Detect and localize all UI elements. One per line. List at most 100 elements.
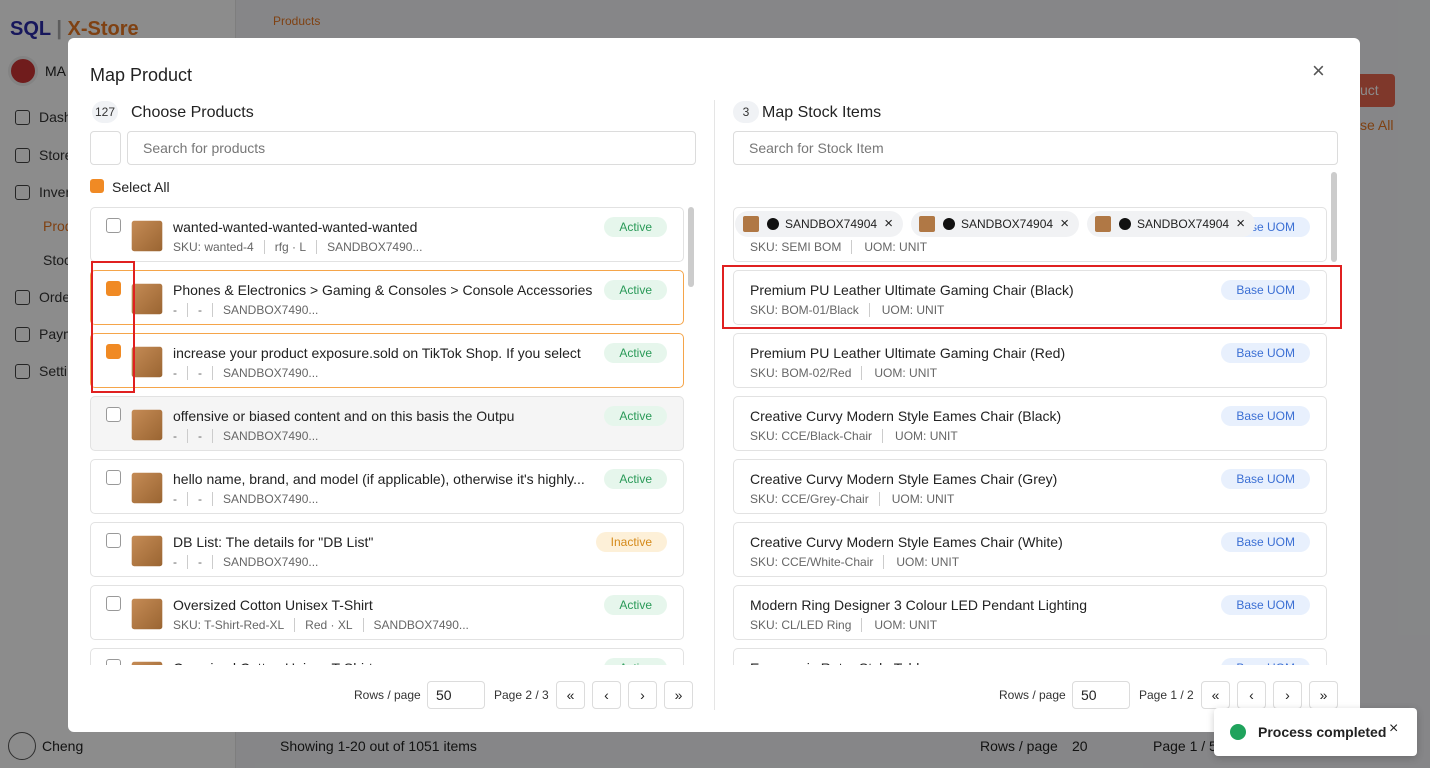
product-row[interactable]: Phones & Electronics > Gaming & Consoles… <box>90 270 684 325</box>
link[interactable]: se All <box>1360 117 1394 133</box>
checkbox[interactable] <box>106 659 121 665</box>
page-button[interactable]: › <box>1273 681 1302 709</box>
nav-item[interactable]: Prod <box>43 218 73 234</box>
toast: Process completed × <box>1214 708 1417 756</box>
checkbox[interactable] <box>106 218 121 233</box>
checkbox[interactable] <box>106 407 121 422</box>
nav-item[interactable]: Paym <box>39 326 75 342</box>
meta-sku: SKU: BOM-01/Black <box>750 303 859 317</box>
rows-select[interactable]: 50 <box>427 681 485 709</box>
product-name: hello name, brand, and model (if applica… <box>173 471 585 487</box>
page-button[interactable]: ‹ <box>592 681 621 709</box>
left-heading: Choose Products <box>131 104 254 121</box>
select-all[interactable]: Select All <box>112 179 170 195</box>
product-row[interactable]: hello name, brand, and model (if applica… <box>90 459 684 514</box>
product-row[interactable]: wanted-wanted-wanted-wanted-wanted SKU: w… <box>90 207 684 262</box>
logo-sql: SQL <box>10 18 51 40</box>
page-button[interactable]: « <box>556 681 585 709</box>
product-row[interactable]: increase your product exposure.sold on T… <box>90 333 684 388</box>
nav-item[interactable]: Setti <box>39 363 68 379</box>
uom-badge: Base UOM <box>1221 469 1310 489</box>
meta-variant: - <box>187 429 202 443</box>
footer-user[interactable]: Cheng <box>42 738 84 754</box>
page-info: Page 1 / 5 <box>1153 738 1217 754</box>
store-chip[interactable]: SANDBOX74904 × <box>735 211 903 237</box>
nav-item[interactable]: Orde <box>39 289 71 305</box>
product-name: Phones & Electronics > Gaming & Consoles… <box>173 282 593 298</box>
chip-remove[interactable]: × <box>1236 215 1245 232</box>
page-button[interactable]: » <box>664 681 693 709</box>
thumbnail <box>131 535 163 567</box>
chip-remove[interactable]: × <box>1060 215 1069 232</box>
stock-row[interactable]: Premium PU Leather Ultimate Gaming Chair… <box>733 270 1327 325</box>
stock-name: Ergonomic Retro Style Table <box>750 660 1210 665</box>
checkbox[interactable] <box>106 281 121 296</box>
stock-row[interactable]: Creative Curvy Modern Style Eames Chair … <box>733 396 1327 451</box>
nav-item[interactable]: Dash <box>39 109 72 125</box>
rows-label: Rows / page <box>980 738 1058 754</box>
status-badge: Inactive <box>595 532 667 552</box>
product-meta: - - SANDBOX7490... <box>173 429 318 443</box>
checkbox[interactable] <box>106 470 121 485</box>
stock-name: Creative Curvy Modern Style Eames Chair … <box>750 534 1063 550</box>
store-chip[interactable]: SANDBOX74904 × <box>1087 211 1255 237</box>
stock-count: 3 <box>733 101 759 123</box>
page-button[interactable]: » <box>1309 681 1338 709</box>
stock-row[interactable]: Modern Ring Designer 3 Colour LED Pendan… <box>733 585 1327 640</box>
product-search[interactable]: Search for products <box>127 131 696 165</box>
checkbox[interactable] <box>106 596 121 611</box>
stock-row[interactable]: Creative Curvy Modern Style Eames Chair … <box>733 522 1327 577</box>
stock-row[interactable]: Ergonomic Retro Style Table-UOM: UNITBas… <box>733 648 1327 665</box>
close-button[interactable]: × <box>1312 58 1325 83</box>
stock-row[interactable]: Premium PU Leather Ultimate Gaming Chair… <box>733 333 1327 388</box>
product-row[interactable]: DB List: The details for "DB List" - - SAND… <box>90 522 684 577</box>
status-badge: Active <box>604 595 667 615</box>
toast-close[interactable]: × <box>1389 720 1399 737</box>
filter-button[interactable] <box>90 131 121 165</box>
page-button[interactable]: › <box>628 681 657 709</box>
nav-item[interactable]: Stoc <box>43 252 72 268</box>
nav-item[interactable]: Inven <box>39 184 74 200</box>
product-row[interactable]: offensive or biased content and on this … <box>90 396 684 451</box>
stock-search[interactable]: Search for Stock Item <box>733 131 1338 165</box>
thumbnail <box>131 220 163 252</box>
page-button[interactable]: ‹ <box>1237 681 1266 709</box>
meta-sku: SKU: CL/LED Ring <box>750 618 852 632</box>
stock-row[interactable]: Creative Curvy Modern Style Eames Chair … <box>733 459 1327 514</box>
checkbox[interactable] <box>106 344 121 359</box>
status-badge: Active <box>604 406 667 426</box>
modal: Map Product × 127 Choose Products Search… <box>68 38 1360 732</box>
logo-store: X-Store <box>67 18 139 40</box>
highlight <box>91 261 135 393</box>
meta-sku: SKU: BOM-02/Red <box>750 366 852 380</box>
stock-meta: SKU: SEMI BOM UOM: UNIT <box>750 240 927 254</box>
meta-sku: - <box>173 555 177 569</box>
chip-thumb <box>743 216 759 232</box>
rows-select[interactable]: 50 <box>1072 681 1130 709</box>
chip-remove[interactable]: × <box>884 215 893 232</box>
meta-sku: SKU: CCE/Black-Chair <box>750 429 873 443</box>
user: MA <box>45 63 66 79</box>
meta-sku: SKU: CCE/White-Chair <box>750 555 874 569</box>
stock-name: Creative Curvy Modern Style Eames Chair … <box>750 471 1058 487</box>
breadcrumb[interactable]: Products <box>273 14 321 28</box>
right-heading: Map Stock Items <box>762 104 882 121</box>
thumbnail <box>131 409 163 441</box>
page-button[interactable]: « <box>1201 681 1230 709</box>
product-row[interactable]: Oversized Cotton Unisex T-Shirt--SANDBOX… <box>90 648 684 665</box>
rows-label: Rows / page <box>354 688 421 702</box>
product-name: wanted-wanted-wanted-wanted-wanted <box>173 219 418 235</box>
select-all-checkbox[interactable] <box>90 179 104 193</box>
product-row[interactable]: Oversized Cotton Unisex T-Shirt SKU: T-Sh… <box>90 585 684 640</box>
stock-name: Premium PU Leather Ultimate Gaming Chair… <box>750 345 1066 361</box>
nav-item[interactable]: Store <box>39 147 73 163</box>
rows-value[interactable]: 20 <box>1072 738 1088 754</box>
store-chip[interactable]: SANDBOX74904 × <box>911 211 1079 237</box>
divider <box>714 100 715 710</box>
checkbox[interactable] <box>106 533 121 548</box>
status-badge: Active <box>604 658 667 665</box>
stock-meta: SKU: BOM-01/Black UOM: UNIT <box>750 303 944 317</box>
product-list: wanted-wanted-wanted-wanted-wanted SKU: w… <box>90 207 686 665</box>
logo: SQL | X-Store <box>10 18 139 40</box>
stock-meta: SKU: CCE/Grey-Chair UOM: UNIT <box>750 492 954 506</box>
